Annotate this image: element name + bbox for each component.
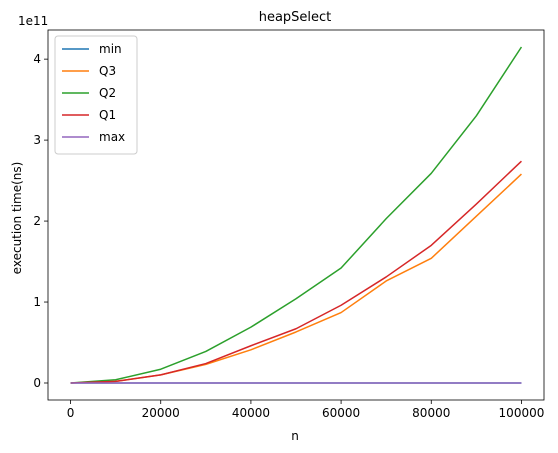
- legend-label-q3: Q3: [99, 64, 116, 78]
- x-tick-label: 40000: [232, 406, 270, 420]
- series-line-q1: [70, 160, 522, 384]
- legend-label-min: min: [99, 42, 122, 56]
- legend-label-q2: Q2: [99, 86, 116, 100]
- y-tick-label: 3: [33, 133, 41, 147]
- legend-label-max: max: [99, 130, 125, 144]
- series-line-q2: [70, 46, 523, 384]
- x-tick-label: 0: [67, 406, 75, 420]
- y-tick-label: 1: [33, 295, 41, 309]
- y-tick-label: 2: [33, 214, 41, 228]
- series-line-q3: [70, 173, 522, 384]
- plot-area: 0 20000 40000 60000 80000 100000 0 1 2 3 4: [33, 29, 545, 420]
- x-axis-label: n: [291, 429, 299, 443]
- y-axis-label: execution time(ns): [10, 162, 24, 275]
- legend-box: [54, 35, 138, 155]
- chart-title: heapSelect: [259, 10, 332, 25]
- x-tick-label: 100000: [499, 406, 545, 420]
- y-tick-label: 4: [33, 52, 41, 66]
- x-tick-label: 80000: [412, 406, 450, 420]
- legend: min Q3 Q2 Q1 max: [54, 35, 138, 155]
- x-tick-label: 20000: [142, 406, 180, 420]
- y-tick-label: 0: [33, 376, 41, 390]
- x-tick-label: 60000: [322, 406, 360, 420]
- y-scale-label: 1e11: [18, 14, 48, 28]
- legend-label-q1: Q1: [99, 108, 116, 122]
- axes-frame: [47, 29, 545, 401]
